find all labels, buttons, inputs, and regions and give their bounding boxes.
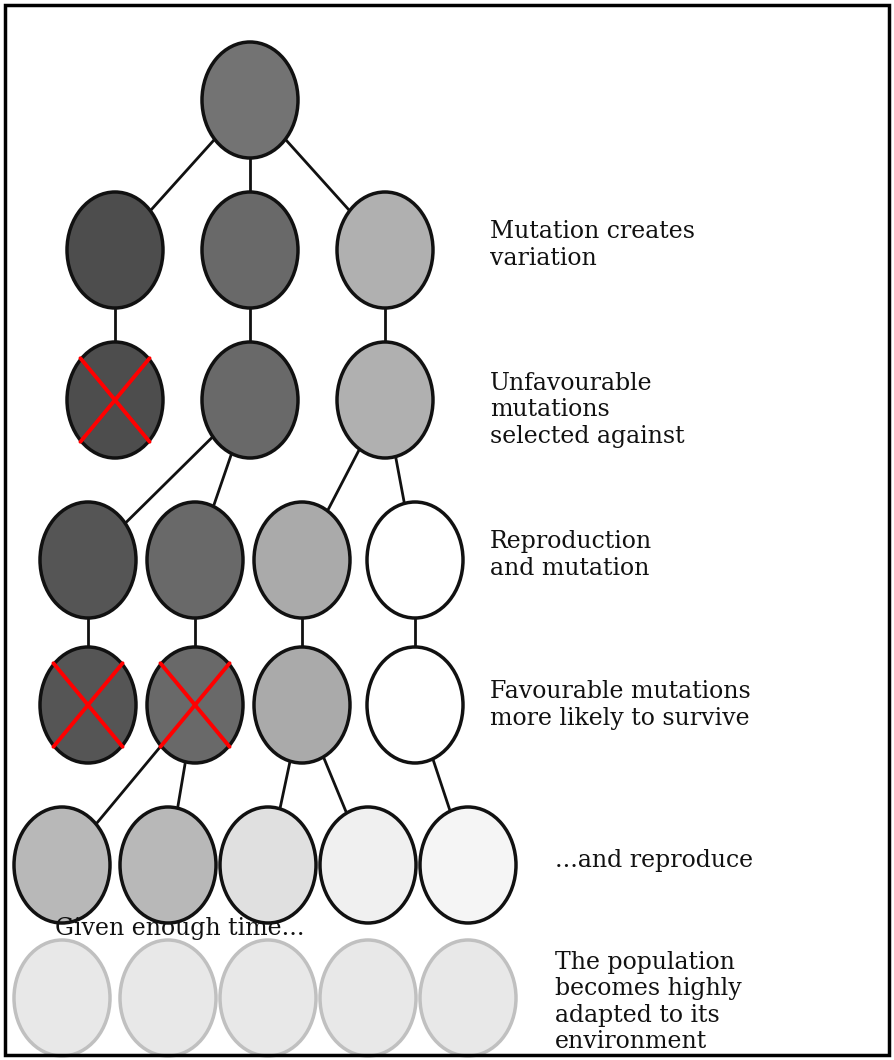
Ellipse shape: [202, 342, 298, 458]
Ellipse shape: [67, 192, 163, 308]
Text: Favourable mutations
more likely to survive: Favourable mutations more likely to surv…: [490, 681, 751, 729]
Ellipse shape: [40, 502, 136, 618]
Ellipse shape: [120, 940, 216, 1056]
Ellipse shape: [254, 502, 350, 618]
Ellipse shape: [337, 192, 433, 308]
Text: ...and reproduce: ...and reproduce: [555, 848, 753, 871]
Ellipse shape: [147, 502, 243, 618]
Text: Reproduction
and mutation: Reproduction and mutation: [490, 530, 652, 580]
Ellipse shape: [202, 192, 298, 308]
Ellipse shape: [202, 42, 298, 158]
Text: The population
becomes highly
adapted to its
environment: The population becomes highly adapted to…: [555, 951, 742, 1054]
Ellipse shape: [320, 940, 416, 1056]
Text: Given enough time...: Given enough time...: [55, 917, 305, 939]
Text: Mutation creates
variation: Mutation creates variation: [490, 220, 695, 270]
Ellipse shape: [337, 342, 433, 458]
Ellipse shape: [420, 807, 516, 923]
Ellipse shape: [120, 807, 216, 923]
Ellipse shape: [147, 647, 243, 763]
Ellipse shape: [14, 940, 110, 1056]
Ellipse shape: [420, 940, 516, 1056]
Ellipse shape: [14, 807, 110, 923]
Ellipse shape: [367, 647, 463, 763]
Ellipse shape: [40, 647, 136, 763]
Ellipse shape: [67, 342, 163, 458]
Ellipse shape: [220, 807, 316, 923]
Ellipse shape: [320, 807, 416, 923]
Ellipse shape: [220, 940, 316, 1056]
Ellipse shape: [254, 647, 350, 763]
Text: Unfavourable
mutations
selected against: Unfavourable mutations selected against: [490, 372, 685, 448]
Ellipse shape: [367, 502, 463, 618]
